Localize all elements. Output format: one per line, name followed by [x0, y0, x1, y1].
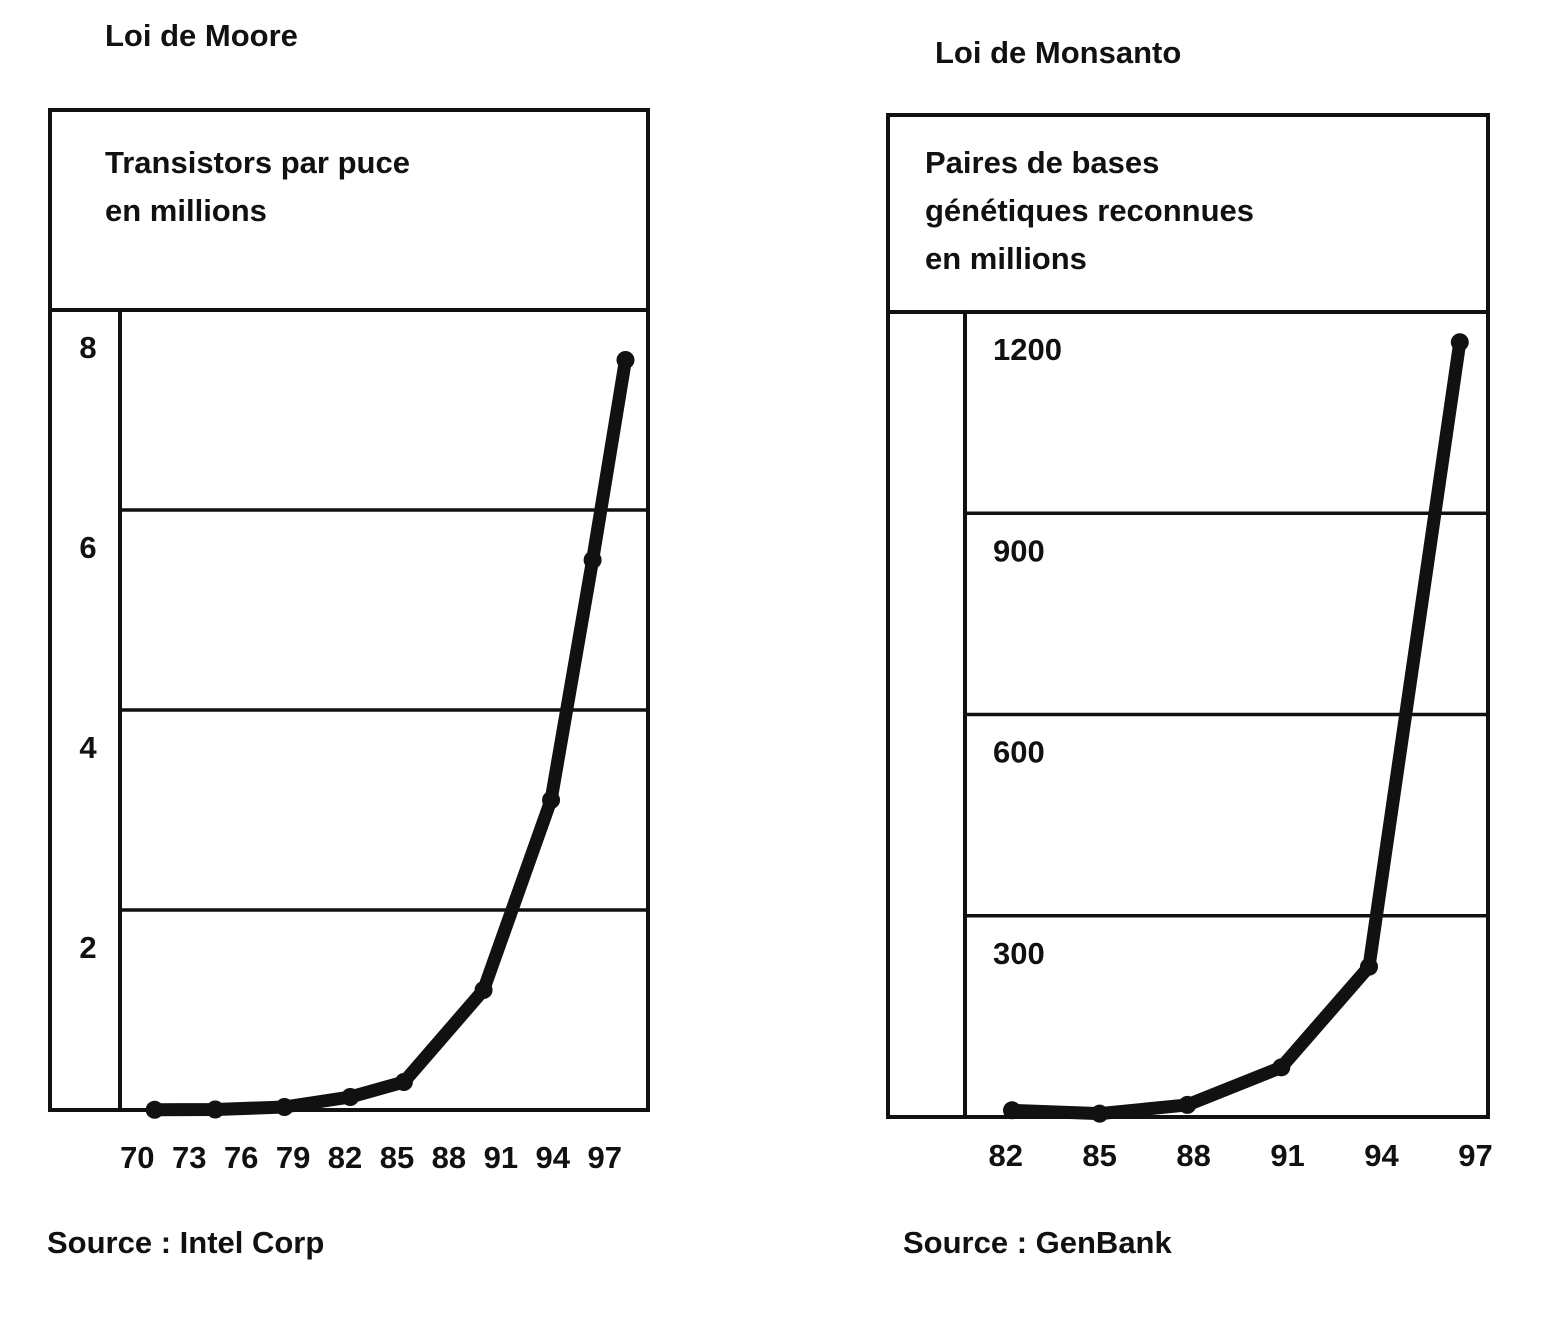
- data-point: [1272, 1058, 1291, 1077]
- source-note: Source : GenBank: [903, 1225, 1172, 1260]
- y-axis-label: Paires de bases: [925, 145, 1159, 180]
- y-axis-label: Transistors par puce: [105, 145, 410, 180]
- x-tick-label: 94: [1364, 1138, 1399, 1173]
- data-point: [275, 1098, 294, 1116]
- data-line: [1005, 335, 1467, 1121]
- x-tick-label: 94: [536, 1140, 571, 1175]
- y-axis-label: en millions: [105, 193, 267, 228]
- x-tick-label: 91: [484, 1140, 518, 1175]
- x-tick-label: 79: [276, 1140, 310, 1175]
- y-tick-label: 300: [993, 936, 1045, 971]
- y-tick-label: 4: [79, 730, 97, 765]
- chart-title: Loi de Monsanto: [935, 35, 1181, 70]
- panel-frame: [886, 113, 1490, 1119]
- x-tick-label: 82: [988, 1138, 1022, 1173]
- x-tick-label: 88: [1176, 1138, 1210, 1173]
- x-tick-label: 88: [432, 1140, 466, 1175]
- y-tick-label: 600: [993, 735, 1045, 770]
- x-tick-label: 85: [1082, 1138, 1116, 1173]
- x-tick-label: 70: [120, 1140, 154, 1175]
- source-note: Source : Intel Corp: [47, 1225, 324, 1260]
- y-tick-label: 1200: [993, 332, 1062, 367]
- data-point: [542, 791, 561, 809]
- y-tick-label: 900: [993, 533, 1045, 568]
- x-tick-label: 73: [172, 1140, 206, 1175]
- data-point: [341, 1088, 360, 1106]
- chart-title: Loi de Moore: [105, 18, 298, 53]
- x-tick-label: 97: [1458, 1138, 1492, 1173]
- y-tick-label: 2: [79, 930, 96, 965]
- data-point: [394, 1073, 413, 1091]
- data-line: [148, 353, 632, 1117]
- x-tick-label: 85: [380, 1140, 414, 1175]
- data-point: [1450, 333, 1469, 352]
- x-tick-label: 82: [328, 1140, 362, 1175]
- x-tick-label: 97: [587, 1140, 621, 1175]
- data-point: [616, 351, 635, 369]
- y-axis-label: en millions: [925, 241, 1087, 276]
- x-tick-label: 91: [1270, 1138, 1304, 1173]
- data-point: [145, 1100, 164, 1119]
- y-tick-label: 6: [79, 530, 96, 565]
- data-point: [1002, 1101, 1021, 1120]
- data-point: [583, 551, 602, 569]
- panel-frame: [48, 108, 650, 1112]
- data-point: [206, 1100, 225, 1119]
- data-point: [1359, 957, 1378, 976]
- y-tick-label: 8: [79, 330, 96, 365]
- y-axis-label: génétiques reconnues: [925, 193, 1254, 228]
- data-point: [474, 981, 493, 999]
- data-point: [1178, 1095, 1197, 1114]
- data-point: [1090, 1104, 1109, 1123]
- x-tick-label: 76: [224, 1140, 258, 1175]
